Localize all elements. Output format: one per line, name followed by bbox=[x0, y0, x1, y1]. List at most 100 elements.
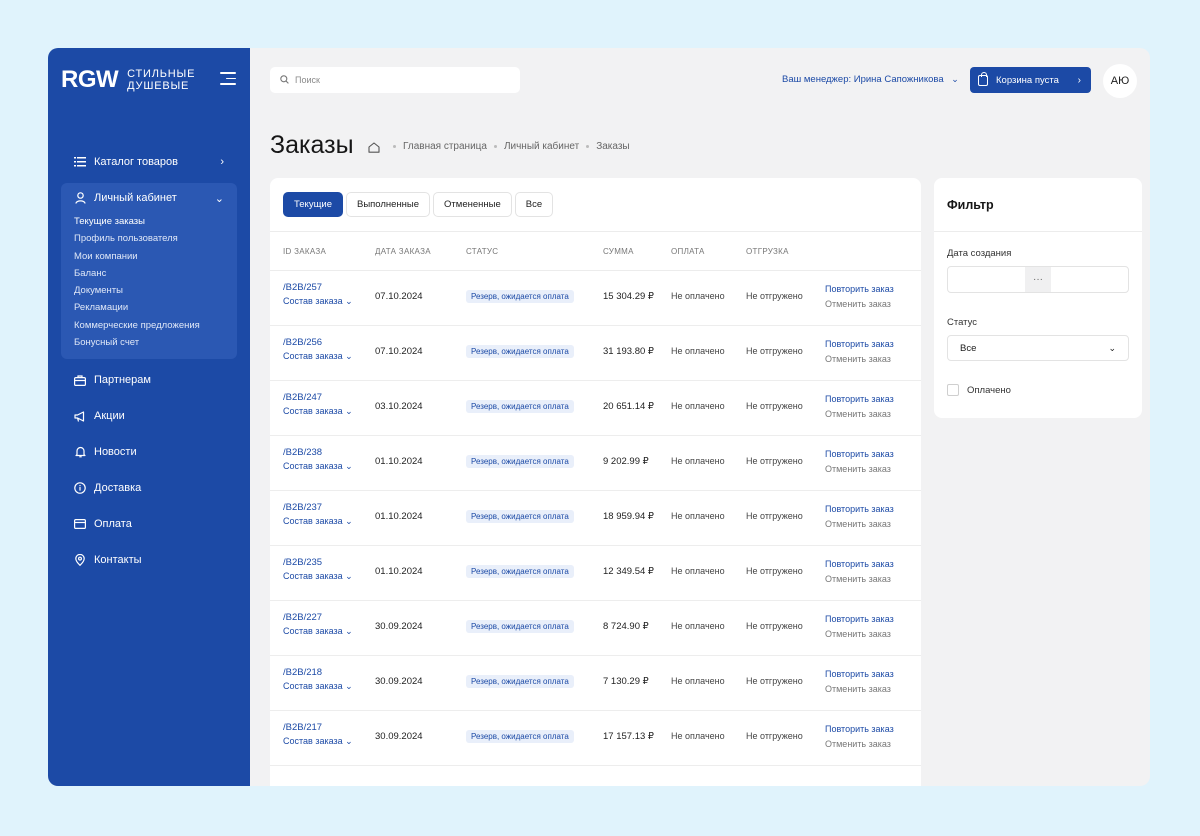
tab-cancelled[interactable]: Отмененные bbox=[433, 192, 512, 217]
logo-mark: RGW bbox=[61, 66, 119, 93]
repeat-order-link[interactable]: Повторить заказ bbox=[825, 394, 894, 404]
repeat-order-link[interactable]: Повторить заказ bbox=[825, 724, 894, 734]
sidebar-item-catalog[interactable]: Каталог товаров › bbox=[48, 144, 250, 180]
cancel-order-link[interactable]: Отменить заказ bbox=[825, 629, 891, 639]
logo[interactable]: RGW Стильные душевые bbox=[61, 66, 195, 94]
date-range-separator: ··· bbox=[1025, 267, 1051, 292]
submenu-user-profile[interactable]: Профиль пользователя bbox=[74, 233, 178, 245]
cancel-order-link[interactable]: Отменить заказ bbox=[825, 684, 891, 694]
order-id-link[interactable]: /B2B/227 bbox=[283, 612, 323, 623]
submenu-current-orders[interactable]: Текущие заказы bbox=[74, 216, 145, 227]
order-composition-toggle[interactable]: Состав заказа ⌄ bbox=[283, 516, 353, 527]
order-id-link[interactable]: /B2B/218 bbox=[283, 667, 323, 678]
order-id-link[interactable]: /B2B/235 bbox=[283, 557, 323, 568]
cart-button[interactable]: Корзина пуста › bbox=[970, 67, 1091, 93]
submenu-documents[interactable]: Документы bbox=[74, 285, 123, 297]
shipment-status: Не отгружено bbox=[746, 621, 803, 631]
repeat-order-link[interactable]: Повторить заказ bbox=[825, 614, 894, 624]
order-composition-toggle[interactable]: Состав заказа ⌄ bbox=[283, 571, 353, 582]
info-icon bbox=[74, 482, 86, 495]
menu-toggle-icon[interactable] bbox=[220, 72, 236, 86]
search-box[interactable] bbox=[270, 67, 520, 93]
sidebar: RGW Стильные душевые Каталог товаров › bbox=[48, 48, 250, 786]
cancel-order-link[interactable]: Отменить заказ bbox=[825, 299, 891, 309]
search-input[interactable] bbox=[295, 75, 495, 85]
cancel-order-link[interactable]: Отменить заказ bbox=[825, 519, 891, 529]
order-id-link[interactable]: /B2B/256 bbox=[283, 337, 323, 348]
date-to-input[interactable] bbox=[1051, 267, 1128, 292]
repeat-order-link[interactable]: Повторить заказ bbox=[825, 449, 894, 459]
table-row: /B2B/247 Состав заказа ⌄ 03.10.2024 Резерв,… bbox=[270, 381, 921, 436]
sidebar-item-delivery[interactable]: Доставка bbox=[48, 470, 250, 506]
cancel-order-link[interactable]: Отменить заказ bbox=[825, 574, 891, 584]
order-sum: 7 130.29 ₽ bbox=[603, 676, 649, 687]
table-row: /B2B/218 Состав заказа ⌄ 30.09.2024 Резерв,… bbox=[270, 656, 921, 711]
manager-dropdown[interactable]: Ваш менеджер: Ирина Сапожникова ⌄ bbox=[782, 74, 959, 85]
logo-tagline-line1: Стильные bbox=[127, 68, 196, 80]
location-pin-icon bbox=[74, 554, 86, 567]
user-icon bbox=[74, 192, 86, 204]
sidebar-item-news[interactable]: Новости bbox=[48, 434, 250, 470]
order-composition-toggle[interactable]: Состав заказа ⌄ bbox=[283, 296, 353, 307]
paid-checkbox[interactable] bbox=[947, 384, 959, 396]
repeat-order-link[interactable]: Повторить заказ bbox=[825, 559, 894, 569]
repeat-order-link[interactable]: Повторить заказ bbox=[825, 339, 894, 349]
filter-title: Фильтр bbox=[947, 198, 994, 212]
paid-checkbox-label: Оплачено bbox=[967, 384, 1011, 396]
order-id-link[interactable]: /B2B/247 bbox=[283, 392, 323, 403]
orders-card: Текущие Выполненные Отмененные Все ID ЗА… bbox=[270, 178, 921, 786]
order-composition-toggle[interactable]: Состав заказа ⌄ bbox=[283, 626, 353, 637]
order-composition-toggle[interactable]: Состав заказа ⌄ bbox=[283, 736, 353, 747]
shipment-status: Не отгружено bbox=[746, 291, 803, 301]
sidebar-item-promo[interactable]: Акции bbox=[48, 398, 250, 434]
order-id-link[interactable]: /B2B/238 bbox=[283, 447, 323, 458]
submenu-claims[interactable]: Рекламации bbox=[74, 302, 129, 314]
sidebar-item-contacts[interactable]: Контакты bbox=[48, 542, 250, 578]
header-sum: СУММА bbox=[603, 247, 634, 256]
logo-tagline: Стильные душевые bbox=[127, 68, 195, 92]
order-sum: 12 349.54 ₽ bbox=[603, 566, 654, 577]
submenu-commercial-offers[interactable]: Коммерческие предложения bbox=[74, 319, 200, 331]
breadcrumb: Главная страница Личный кабинет Заказы bbox=[368, 141, 630, 153]
tab-completed[interactable]: Выполненные bbox=[345, 192, 431, 217]
chevron-down-icon: ⌄ bbox=[342, 296, 353, 306]
paid-checkbox-row[interactable]: Оплачено bbox=[947, 384, 1011, 396]
manager-label: Ваш менеджер: Ирина Сапожникова bbox=[782, 74, 944, 85]
repeat-order-link[interactable]: Повторить заказ bbox=[825, 669, 894, 679]
tab-current[interactable]: Текущие bbox=[283, 192, 343, 217]
repeat-order-link[interactable]: Повторить заказ bbox=[825, 284, 894, 294]
order-composition-toggle[interactable]: Состав заказа ⌄ bbox=[283, 681, 353, 692]
tab-all[interactable]: Все bbox=[514, 192, 554, 217]
sidebar-item-partners[interactable]: Партнерам bbox=[48, 362, 250, 398]
submenu-my-companies[interactable]: Мои компании bbox=[74, 250, 138, 262]
order-composition-toggle[interactable]: Состав заказа ⌄ bbox=[283, 406, 353, 417]
order-id-link[interactable]: /B2B/237 bbox=[283, 502, 323, 513]
order-sum: 18 959.94 ₽ bbox=[603, 511, 654, 522]
chevron-down-icon: ⌄ bbox=[342, 571, 353, 581]
breadcrumb-separator bbox=[393, 145, 396, 148]
order-date: 30.09.2024 bbox=[375, 676, 423, 687]
order-id-link[interactable]: /B2B/217 bbox=[283, 722, 323, 733]
sidebar-item-cabinet[interactable]: Личный кабинет ⌄ bbox=[61, 183, 237, 213]
avatar[interactable]: АЮ bbox=[1103, 64, 1137, 98]
date-from-input[interactable] bbox=[948, 267, 1025, 292]
cancel-order-link[interactable]: Отменить заказ bbox=[825, 409, 891, 419]
submenu-balance[interactable]: Баланс bbox=[74, 267, 107, 279]
submenu-bonus-account[interactable]: Бонусный счет bbox=[74, 337, 140, 349]
sidebar-item-label: Акции bbox=[94, 410, 125, 423]
order-id-link[interactable]: /B2B/257 bbox=[283, 282, 323, 293]
home-icon[interactable] bbox=[368, 141, 380, 153]
table-row: /B2B/238 Состав заказа ⌄ 01.10.2024 Резерв,… bbox=[270, 436, 921, 491]
cancel-order-link[interactable]: Отменить заказ bbox=[825, 354, 891, 364]
order-composition-toggle[interactable]: Состав заказа ⌄ bbox=[283, 461, 353, 472]
order-sum: 17 157.13 ₽ bbox=[603, 731, 654, 742]
status-select[interactable]: Все ⌄ bbox=[947, 335, 1129, 361]
repeat-order-link[interactable]: Повторить заказ bbox=[825, 504, 894, 514]
cancel-order-link[interactable]: Отменить заказ bbox=[825, 464, 891, 474]
breadcrumb-home[interactable]: Главная страница bbox=[403, 141, 487, 152]
order-composition-toggle[interactable]: Состав заказа ⌄ bbox=[283, 351, 353, 362]
sidebar-item-payment[interactable]: Оплата bbox=[48, 506, 250, 542]
cancel-order-link[interactable]: Отменить заказ bbox=[825, 739, 891, 749]
order-sum: 15 304.29 ₽ bbox=[603, 291, 654, 302]
breadcrumb-cabinet[interactable]: Личный кабинет bbox=[503, 141, 580, 152]
